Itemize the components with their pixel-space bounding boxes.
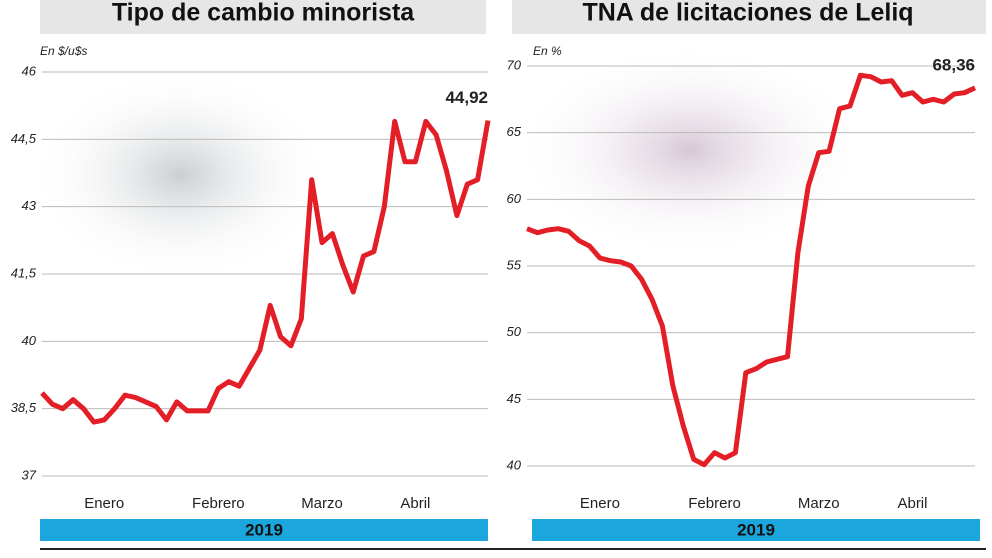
y-tick-label: 50 [507,324,522,339]
x-tick-label: Enero [84,495,124,512]
y-tick-label: 41,5 [11,265,37,280]
x-tick-label: Marzo [301,495,343,512]
value-label: 68,36 [932,55,975,74]
y-tick-label: 44,5 [11,131,37,146]
year-label: 2019 [737,520,775,539]
x-tick-label: Abril [400,495,430,512]
x-tick-label: Febrero [688,495,741,512]
year-band [40,519,488,541]
data-line [526,72,977,468]
title-box [512,0,986,34]
photo-background [515,45,865,255]
x-tick-label: Abril [897,495,927,512]
y-tick-label: 38,5 [11,400,37,415]
year-label: 2019 [245,520,283,539]
x-tick-label: Febrero [192,495,245,512]
photo-background [30,70,330,280]
value-label: 44,92 [445,88,488,107]
y-tick-label: 60 [507,191,522,206]
y-tick-label: 37 [22,467,37,482]
unit-label: En % [533,44,562,58]
data-line [40,118,491,425]
y-tick-label: 65 [507,124,522,139]
unit-label: En $/u$s [40,44,87,58]
year-band [532,519,980,541]
y-tick-label: 45 [507,391,522,406]
chart-title: TNA de licitaciones de Leliq [582,0,913,27]
chart-title: Tipo de cambio minorista [112,0,415,27]
y-tick-label: 55 [507,257,522,272]
x-tick-label: Marzo [798,495,840,512]
title-box [40,0,486,34]
y-tick-label: 43 [22,198,37,213]
x-tick-label: Enero [580,495,620,512]
y-tick-label: 46 [22,63,37,78]
y-tick-label: 40 [507,457,522,472]
y-tick-label: 40 [22,333,37,348]
y-tick-label: 70 [507,57,522,72]
